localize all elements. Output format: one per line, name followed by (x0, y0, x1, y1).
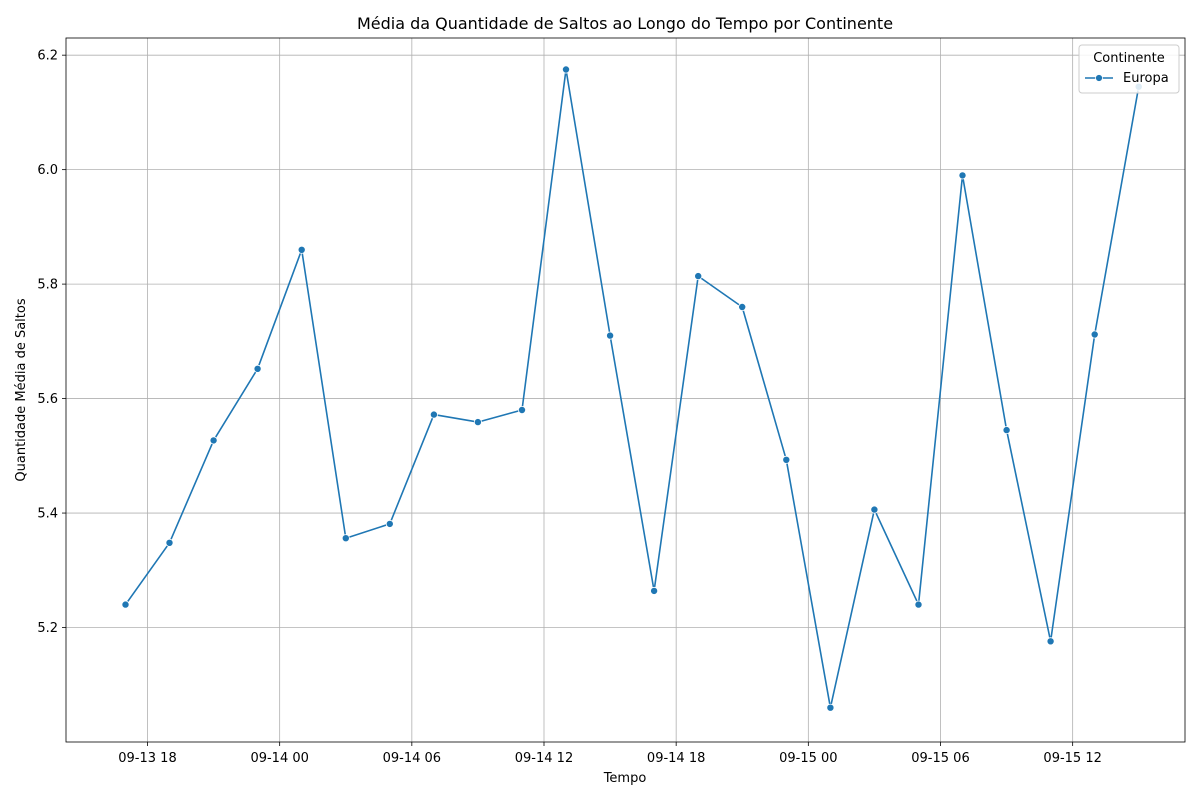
x-tick-label: 09-14 12 (515, 751, 573, 766)
y-tick-label: 5.8 (37, 278, 58, 293)
legend: Continente Europa (1078, 44, 1180, 94)
legend-marker-europa (1095, 74, 1103, 82)
x-tick-label: 09-13 18 (118, 751, 176, 766)
data-point (914, 600, 923, 609)
data-point (562, 65, 571, 74)
x-tick-label: 09-14 18 (647, 751, 705, 766)
legend-label-europa: Europa (1123, 71, 1169, 86)
data-point (738, 302, 747, 311)
data-point (253, 364, 262, 373)
legend-box (1078, 44, 1180, 94)
axes: 09-13 18 09-14 00 09-14 06 09-14 12 09-14 18… (37, 49, 1102, 766)
y-tick-label: 5.6 (37, 392, 58, 407)
data-point (1002, 426, 1011, 435)
y-tick-label: 5.4 (37, 507, 58, 522)
grid-lines (66, 38, 1185, 742)
data-point (165, 538, 174, 547)
x-tick-label: 09-15 06 (911, 751, 969, 766)
data-point (1046, 637, 1055, 646)
series-line-europa (124, 68, 1140, 709)
x-tick-label: 09-15 12 (1043, 751, 1101, 766)
data-point (1090, 330, 1099, 339)
series-layer (121, 65, 1143, 712)
data-point (341, 534, 350, 543)
data-point (473, 418, 482, 427)
data-point (385, 519, 394, 528)
x-tick-label: 09-15 00 (779, 751, 837, 766)
data-point (209, 436, 218, 445)
y-tick-label: 6.0 (37, 163, 58, 178)
data-point (650, 586, 659, 595)
y-tick-label: 5.2 (37, 621, 58, 636)
y-tick-label: 6.2 (37, 49, 58, 64)
y-axis-label: Quantidade Média de Saltos (14, 298, 29, 481)
data-point (870, 505, 879, 514)
data-point (694, 272, 703, 281)
data-point (121, 600, 130, 609)
chart-title: Média da Quantidade de Saltos ao Longo d… (357, 14, 893, 33)
data-point (782, 455, 791, 464)
x-axis-label: Tempo (603, 771, 647, 786)
x-tick-label: 09-14 00 (250, 751, 308, 766)
data-point (606, 331, 615, 340)
data-point (826, 703, 835, 712)
data-point (518, 405, 527, 414)
x-tick-label: 09-14 06 (383, 751, 441, 766)
data-point (297, 245, 306, 254)
legend-title: Continente (1093, 51, 1165, 66)
data-point (958, 171, 967, 180)
data-point (429, 410, 438, 419)
plot-area-frame (65, 37, 1186, 743)
